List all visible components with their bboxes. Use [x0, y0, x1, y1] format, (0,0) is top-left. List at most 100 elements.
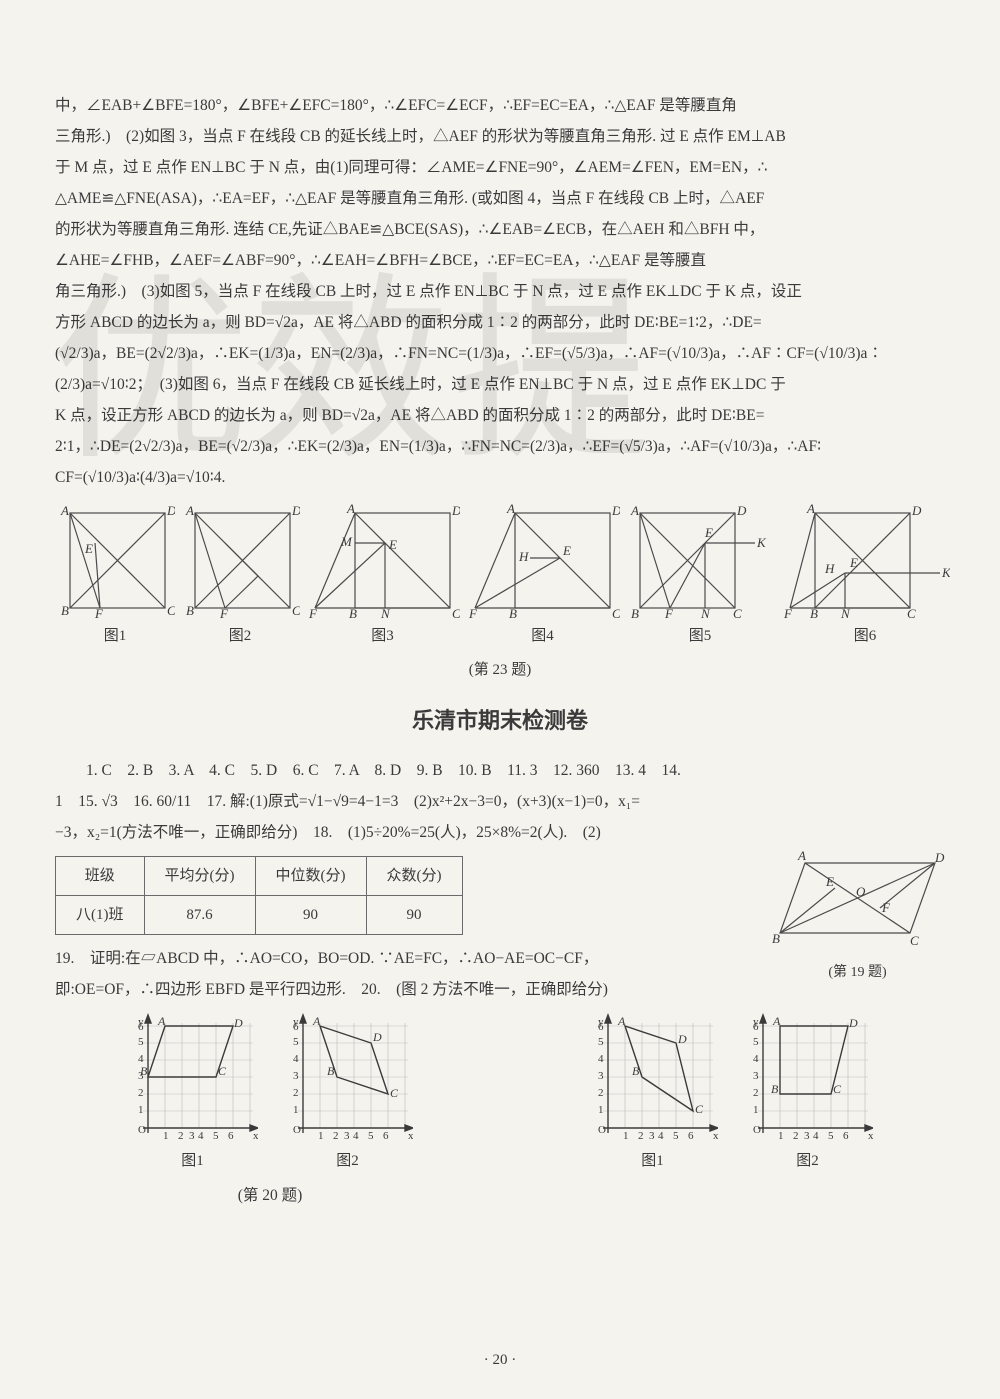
svg-text:C: C: [910, 933, 919, 948]
svg-text:C: C: [612, 606, 620, 618]
svg-text:1: 1: [598, 1104, 604, 1116]
answers-line: 1 15. √3 16. 60/11 17. 解:(1)原式=√1−√9=4−1…: [55, 786, 945, 817]
fig-label: 图4: [465, 621, 620, 651]
svg-text:C: C: [292, 603, 300, 618]
proof-line: 中，∠EAB+∠BFE=180°，∠BFE+∠EFC=180°，∴∠EFC=∠E…: [55, 90, 945, 121]
svg-text:x: x: [713, 1130, 718, 1142]
svg-text:x: x: [408, 1130, 413, 1142]
svg-text:4: 4: [753, 1053, 759, 1065]
figure-q19: AD BC EO F (第 19 题): [770, 848, 945, 987]
svg-text:D: D: [291, 503, 300, 518]
fig-label: 图1: [128, 1146, 258, 1176]
svg-text:1: 1: [778, 1130, 784, 1142]
svg-text:C: C: [390, 1086, 399, 1100]
svg-text:2: 2: [753, 1087, 759, 1099]
svg-text:3: 3: [598, 1070, 604, 1082]
proof-line: 于 M 点，过 E 点作 EN⊥BC 于 N 点，由(1)同理可得：∠AME=∠…: [55, 152, 945, 183]
svg-text:2: 2: [793, 1130, 799, 1142]
svg-text:D: D: [848, 1016, 858, 1030]
svg-text:A: A: [772, 1014, 781, 1028]
figure-2: AD BC F 图2: [180, 503, 300, 651]
svg-text:D: D: [451, 503, 460, 518]
svg-text:6: 6: [753, 1021, 759, 1033]
svg-text:3: 3: [649, 1130, 655, 1142]
figure-title-23: (第 23 题): [55, 655, 945, 685]
svg-text:C: C: [833, 1082, 842, 1096]
figure-20b-2: Oxy 123456 123456 AD BC 图2: [743, 1013, 873, 1176]
svg-text:B: B: [771, 1082, 779, 1096]
figure-20-2: Oxy 123456 123456 AD BC 图2: [283, 1013, 413, 1176]
svg-text:5: 5: [368, 1130, 374, 1142]
svg-text:O: O: [138, 1124, 146, 1136]
table-cell: 90: [366, 896, 462, 935]
svg-text:6: 6: [293, 1021, 299, 1033]
svg-text:A: A: [312, 1014, 321, 1028]
svg-text:K: K: [941, 565, 950, 580]
svg-text:5: 5: [673, 1130, 679, 1142]
fig-title-20: (第 20 题): [128, 1180, 413, 1211]
svg-text:6: 6: [598, 1021, 604, 1033]
svg-text:x: x: [868, 1130, 873, 1142]
svg-text:D: D: [911, 503, 922, 518]
svg-text:B: B: [186, 603, 194, 618]
svg-text:6: 6: [228, 1130, 234, 1142]
fig-label: 图2: [743, 1146, 873, 1176]
fig-label: 图2: [180, 621, 300, 651]
svg-text:A: A: [806, 503, 815, 516]
svg-text:2: 2: [293, 1087, 299, 1099]
page-content: 中，∠EAB+∠BFE=180°，∠BFE+∠EFC=180°，∴∠EFC=∠E…: [0, 0, 1000, 1251]
svg-text:D: D: [233, 1016, 243, 1030]
table-cell: 90: [255, 896, 366, 935]
svg-text:3: 3: [344, 1130, 350, 1142]
svg-text:5: 5: [213, 1130, 219, 1142]
figure-6: AD BC FN HE K 图6: [780, 503, 950, 651]
svg-text:6: 6: [138, 1021, 144, 1033]
svg-text:1: 1: [318, 1130, 324, 1142]
fig-label: 图2: [283, 1146, 413, 1176]
svg-text:2: 2: [138, 1087, 144, 1099]
svg-text:A: A: [60, 503, 69, 518]
section-title: 乐清市期末检测卷: [55, 699, 945, 743]
proof-line: 角三角形.) (3)如图 5，当点 F 在线段 CB 上时，过 E 点作 EN⊥…: [55, 276, 945, 307]
svg-text:B: B: [772, 931, 780, 946]
page-number: · 20 ·: [0, 1352, 1000, 1369]
svg-text:C: C: [733, 606, 742, 618]
stats-table: 班级 平均分(分) 中位数(分) 众数(分) 八(1)班 87.6 90 90: [55, 856, 463, 935]
svg-text:6: 6: [383, 1130, 389, 1142]
figure-4: AD BC F HE 图4: [465, 503, 620, 651]
q19-text: 即:OE=OF，∴四边形 EBFD 是平行四边形. 20. (图 2 方法不唯一…: [55, 974, 750, 1005]
svg-text:3: 3: [293, 1070, 299, 1082]
svg-text:x: x: [253, 1130, 258, 1142]
svg-text:C: C: [218, 1064, 227, 1078]
figure-20b-1: Oxy 123456 123456 AD BC 图1: [588, 1013, 718, 1176]
svg-text:4: 4: [198, 1130, 204, 1142]
svg-text:B: B: [61, 603, 69, 618]
svg-text:1: 1: [163, 1130, 169, 1142]
svg-text:N: N: [380, 606, 391, 618]
svg-text:4: 4: [813, 1130, 819, 1142]
svg-text:O: O: [856, 884, 866, 899]
svg-text:E: E: [562, 543, 571, 558]
svg-text:D: D: [736, 503, 747, 518]
svg-text:1: 1: [753, 1104, 759, 1116]
svg-text:A: A: [797, 848, 806, 863]
svg-text:M: M: [340, 534, 353, 549]
proof-calc: (√2/3)a，BE=(2√2/3)a，∴EK=(1/3)a，EN=(2/3)a…: [55, 338, 945, 369]
svg-text:K: K: [756, 535, 767, 550]
proof-calc: K 点，设正方形 ABCD 的边长为 a，则 BD=√2a，AE 将△ABD 的…: [55, 400, 945, 431]
svg-text:D: D: [611, 503, 620, 518]
svg-text:C: C: [167, 603, 175, 618]
fig-label: 图3: [305, 621, 460, 651]
svg-text:F: F: [664, 606, 674, 618]
svg-text:D: D: [372, 1030, 382, 1044]
svg-text:4: 4: [598, 1053, 604, 1065]
fig-label: 图1: [55, 621, 175, 651]
svg-text:E: E: [849, 555, 858, 570]
proof-calc: 方形 ABCD 的边长为 a，则 BD=√2a，AE 将△ABD 的面积分成 1…: [55, 307, 945, 338]
svg-text:A: A: [630, 503, 639, 518]
table-header: 众数(分): [366, 857, 462, 896]
svg-text:N: N: [700, 606, 711, 618]
svg-text:A: A: [346, 503, 355, 516]
svg-text:B: B: [349, 606, 357, 618]
svg-text:1: 1: [138, 1104, 144, 1116]
